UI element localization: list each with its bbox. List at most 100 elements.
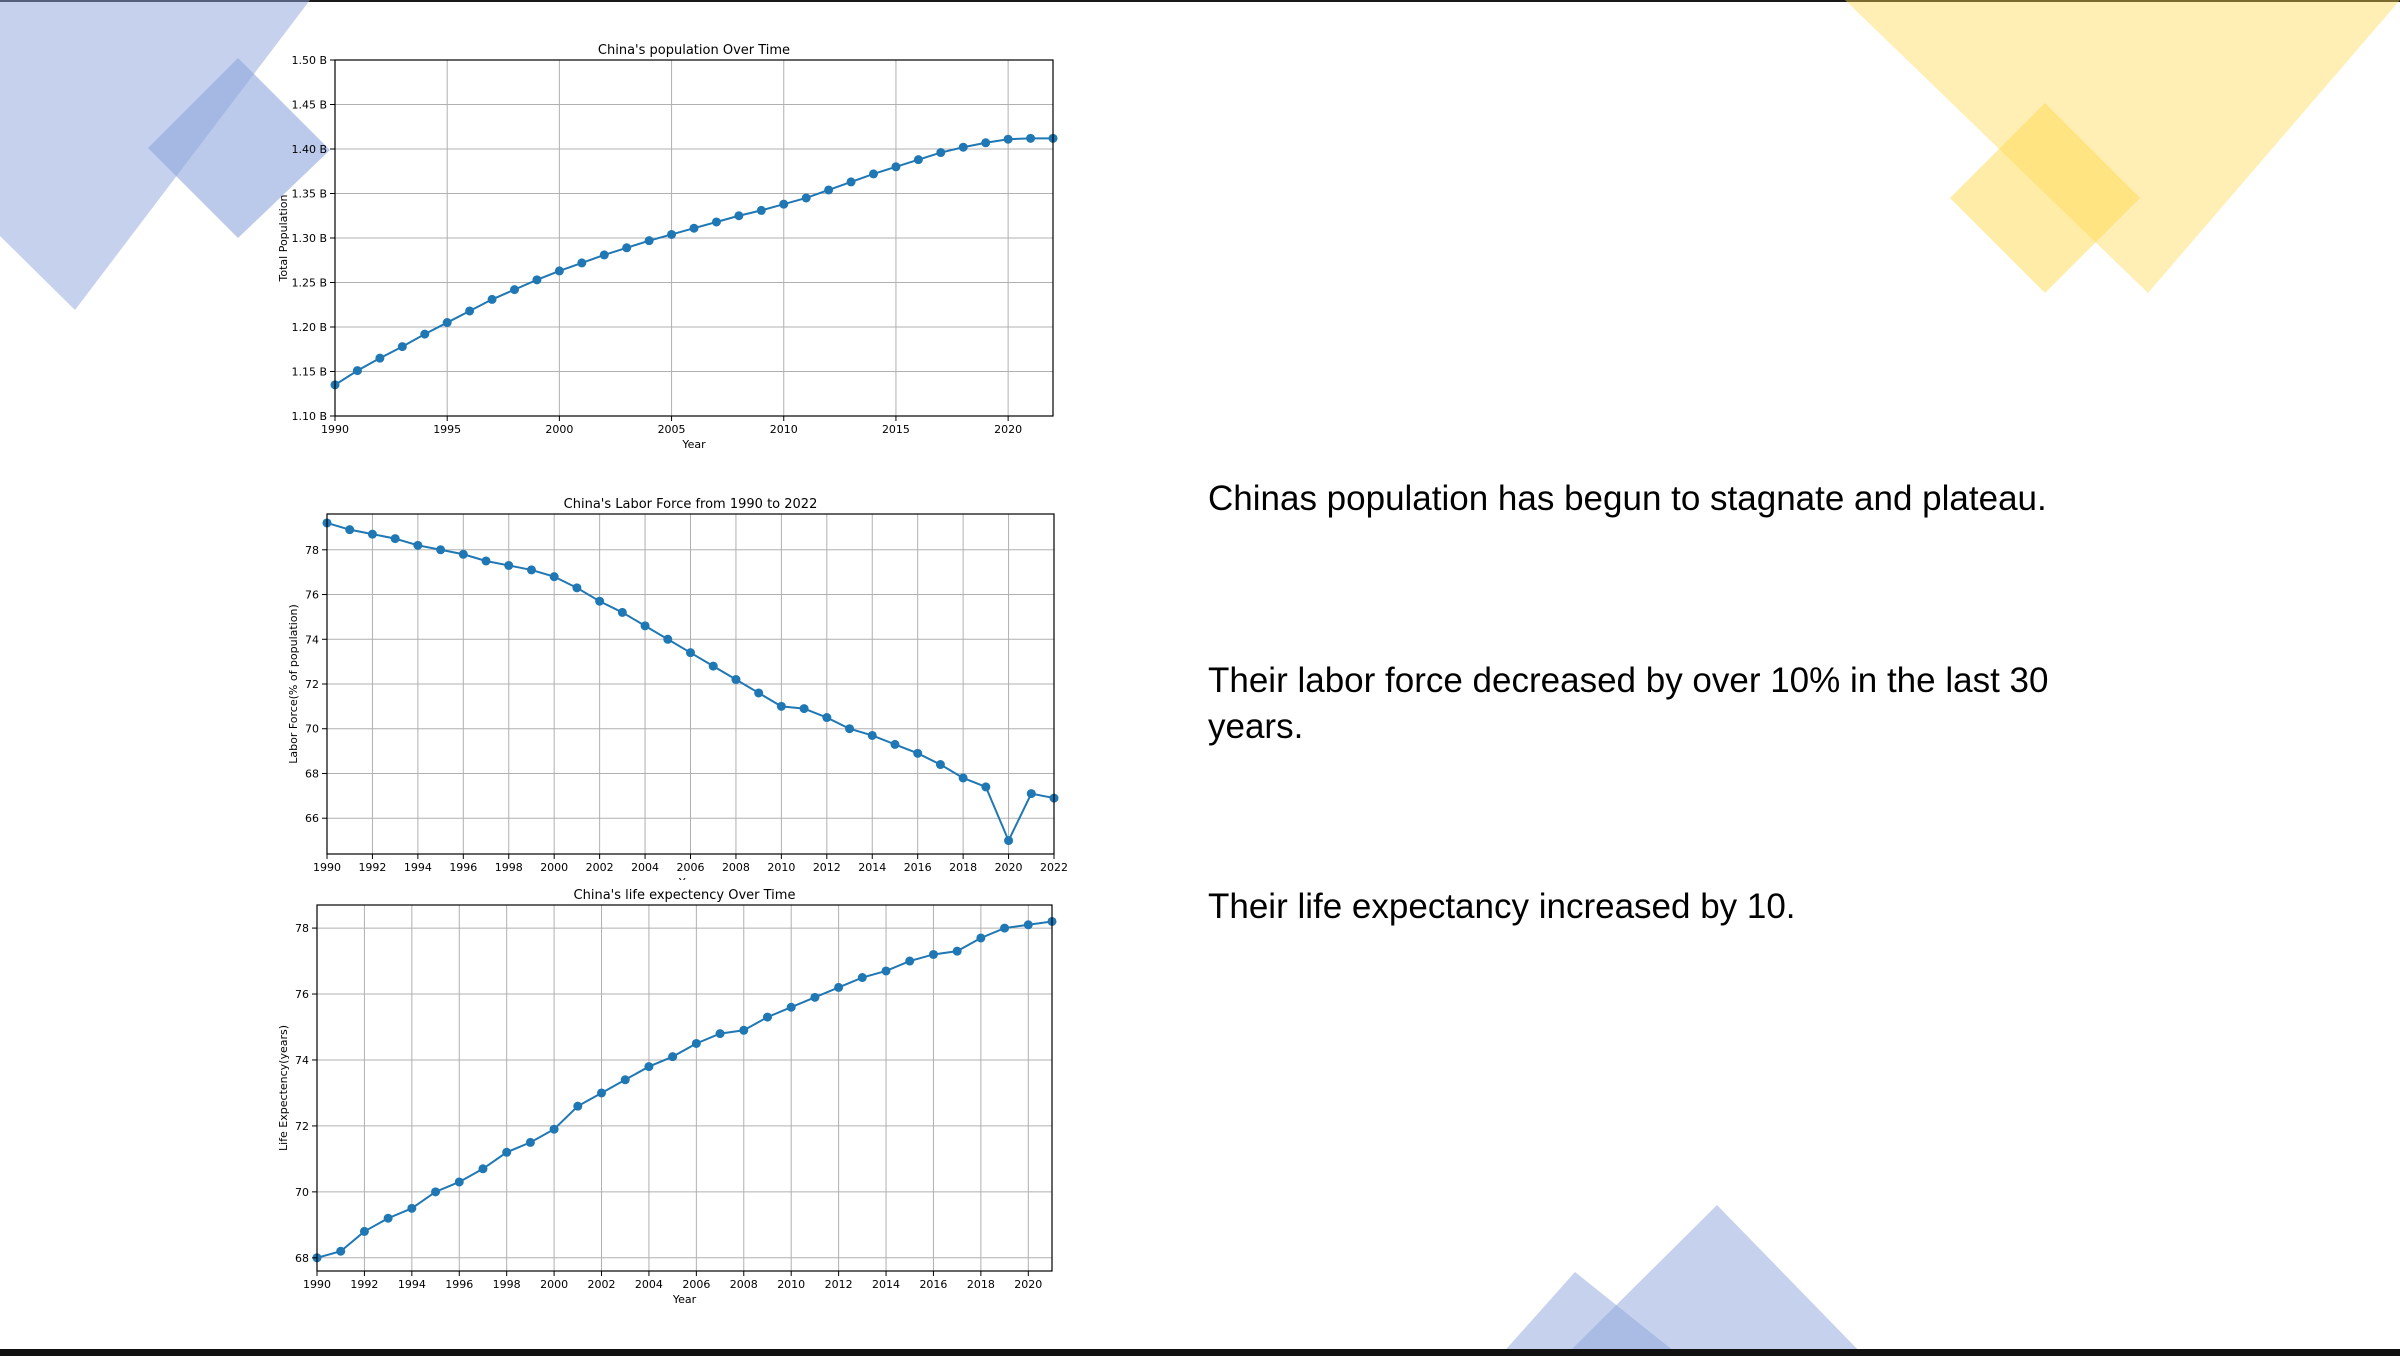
y-tick-label: 1.50 B <box>291 54 327 67</box>
data-point <box>867 730 877 740</box>
x-tick-label: 2008 <box>730 1278 758 1291</box>
labor-force-summary-text: Their labor force decreased by over 10% … <box>1208 661 2049 746</box>
data-point <box>1026 789 1036 799</box>
data-point <box>834 982 844 992</box>
y-tick-label: 68 <box>305 767 319 780</box>
data-point <box>510 285 519 295</box>
data-point <box>640 621 650 631</box>
x-tick-label: 2022 <box>1040 861 1068 874</box>
data-point <box>776 701 786 711</box>
data-point <box>846 177 856 187</box>
x-tick-label: 1994 <box>398 1278 426 1291</box>
data-point <box>413 540 423 550</box>
y-axis-label: Life Expectency(years) <box>277 1025 290 1151</box>
data-point <box>756 205 766 215</box>
data-point <box>352 366 362 376</box>
data-point <box>913 155 923 165</box>
population-summary-text: Chinas population has begun to stagnate … <box>1208 479 2047 518</box>
population-chart-svg: 1990 1995 2000 2005 2010 2015 2020 1.10 B 1.15 B… <box>277 43 1058 451</box>
data-point <box>478 1164 488 1174</box>
data-point <box>526 565 536 575</box>
data-point <box>431 1187 441 1197</box>
y-tick-label: 72 <box>295 1120 309 1133</box>
data-point <box>667 229 677 239</box>
data-point <box>367 529 377 539</box>
x-tick-label: 2014 <box>858 861 886 874</box>
y-tick-label: 1.25 B <box>291 277 327 290</box>
y-tick-label: 78 <box>305 544 319 557</box>
data-point <box>549 572 559 582</box>
data-point <box>1000 923 1010 933</box>
x-tick-label: 2010 <box>777 1278 805 1291</box>
y-tick-label: 1.20 B <box>291 321 327 334</box>
data-point <box>1023 920 1033 930</box>
data-point <box>786 1002 796 1012</box>
data-point <box>599 250 609 260</box>
data-point <box>504 560 514 570</box>
data-point <box>711 217 721 227</box>
data-point <box>436 545 446 555</box>
x-axis-label: Year <box>681 438 706 451</box>
data-point <box>442 318 452 328</box>
deco-yellow-triangle-top-right <box>1845 0 2400 293</box>
x-tick-label: 2012 <box>825 1278 853 1291</box>
data-point <box>905 956 915 966</box>
x-tick-label: 2000 <box>540 861 568 874</box>
x-axis-label: Year <box>678 876 703 880</box>
x-tick-label: 2012 <box>813 861 841 874</box>
data-point <box>390 534 400 544</box>
data-point <box>913 748 923 758</box>
x-tick-label: 1992 <box>358 861 386 874</box>
data-point <box>359 1226 369 1236</box>
x-tick-label: 2016 <box>904 861 932 874</box>
data-point <box>481 556 491 566</box>
y-axis-label: Labor Force(% of population) <box>287 604 300 764</box>
y-tick-label: 70 <box>305 723 319 736</box>
x-tick-label: 2000 <box>545 423 573 436</box>
deco-yellow-diamond-top-right <box>1950 103 2140 293</box>
data-point <box>824 185 834 195</box>
y-tick-label: 1.45 B <box>291 99 327 112</box>
y-tick-label: 1.15 B <box>291 366 327 379</box>
data-point <box>487 294 497 304</box>
x-tick-label: 2004 <box>631 861 659 874</box>
x-tick-label: 2015 <box>882 423 910 436</box>
y-tick-label: 70 <box>295 1186 309 1199</box>
x-tick-label: 1990 <box>313 861 341 874</box>
x-axis-label: Year <box>672 1293 697 1306</box>
x-tick-label: 2018 <box>949 861 977 874</box>
data-point <box>869 169 878 179</box>
data-point <box>981 138 991 148</box>
chart-title: China's life expectency Over Time <box>574 888 796 903</box>
data-point <box>891 162 901 172</box>
y-tick-label: 74 <box>305 633 319 646</box>
y-tick-label: 1.10 B <box>291 410 327 423</box>
data-point <box>801 193 811 203</box>
data-point <box>708 661 718 671</box>
series-line <box>334 137 1053 386</box>
x-tick-label: 2010 <box>767 861 795 874</box>
data-point <box>644 236 654 246</box>
life-expectancy-chart: 1990 1992 1994 1996 1998 2000 2002 2004 2006 2008… <box>270 880 1060 1316</box>
chart-title: China's Labor Force from 1990 to 2022 <box>564 497 818 512</box>
data-point <box>597 1088 607 1098</box>
data-point <box>686 648 695 658</box>
data-point <box>345 525 355 535</box>
data-point <box>762 1012 772 1022</box>
data-point <box>554 266 564 276</box>
y-tick-label: 68 <box>295 1252 309 1265</box>
x-tick-label: 1998 <box>495 861 523 874</box>
data-point <box>952 946 962 956</box>
data-point <box>622 243 632 253</box>
y-tick-label: 1.40 B <box>291 143 327 156</box>
y-tick-label: 1.30 B <box>291 232 327 245</box>
data-point <box>976 933 986 943</box>
data-point <box>525 1137 535 1147</box>
labor-force-chart: 1990 1992 1994 1996 1998 2000 2002 2004 2006 2008… <box>270 488 1080 880</box>
x-tick-label: 2020 <box>994 423 1022 436</box>
x-tick-label: 1990 <box>303 1278 331 1291</box>
data-point <box>577 258 587 268</box>
data-point <box>644 1062 654 1072</box>
data-point <box>532 275 542 285</box>
y-axis-label: Total Population <box>277 194 290 282</box>
